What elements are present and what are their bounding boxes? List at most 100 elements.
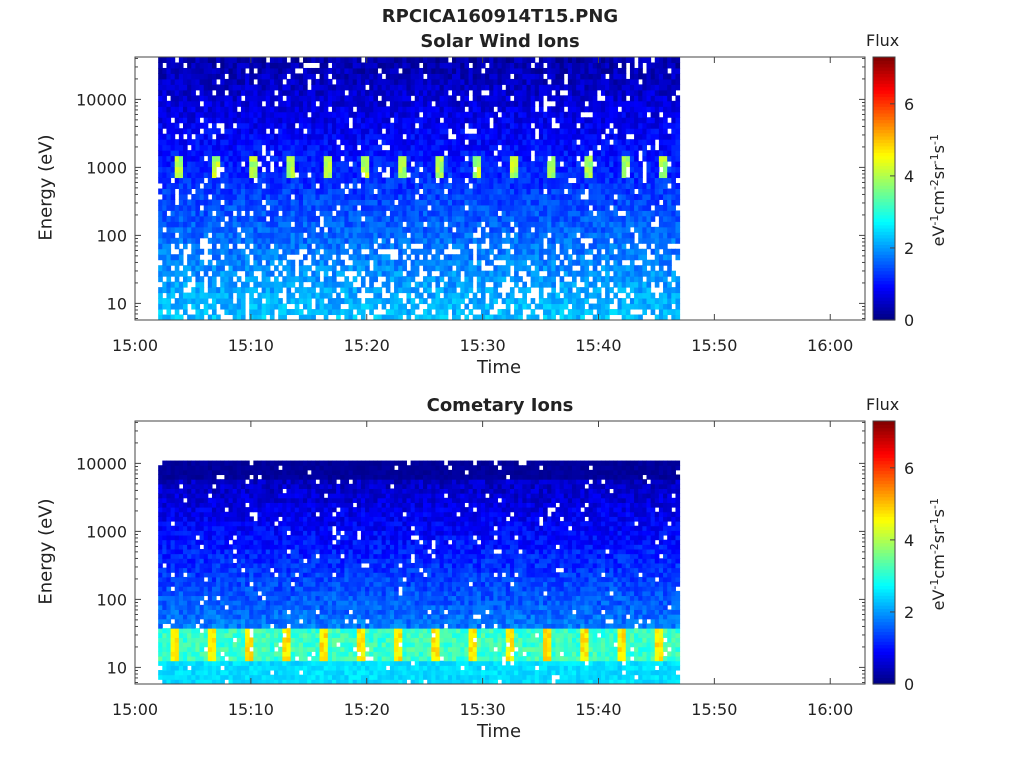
heatmap-cell xyxy=(174,150,180,157)
heatmap-cell xyxy=(605,62,610,69)
heatmap-cell xyxy=(447,221,453,228)
heatmap-cell xyxy=(298,144,304,151)
heatmap-cell xyxy=(340,309,345,316)
heatmap-cell xyxy=(443,172,449,179)
heatmap-cell xyxy=(485,309,490,316)
heatmap-cell xyxy=(269,254,275,261)
heatmap-cell xyxy=(282,199,287,206)
heatmap-cell xyxy=(423,155,428,162)
heatmap-cell xyxy=(232,270,238,277)
heatmap-cell xyxy=(518,287,523,294)
heatmap-cell xyxy=(195,259,201,266)
heatmap-cell xyxy=(307,95,312,102)
heatmap-cell xyxy=(220,281,225,288)
heatmap-cell xyxy=(170,111,176,118)
heatmap-cell xyxy=(596,177,602,184)
heatmap-cell xyxy=(298,128,304,135)
heatmap-cell xyxy=(609,254,614,261)
heatmap-cell xyxy=(398,62,403,69)
heatmap-cell xyxy=(336,199,341,206)
heatmap-cell xyxy=(327,287,333,294)
heatmap-cell xyxy=(609,287,614,294)
heatmap-cell xyxy=(538,95,544,102)
heatmap-cell xyxy=(158,73,163,80)
heatmap-cell xyxy=(534,172,540,179)
heatmap-cell xyxy=(609,133,614,140)
heatmap-cell xyxy=(501,177,507,184)
heatmap-cell xyxy=(600,62,606,69)
heatmap-cell xyxy=(340,89,345,96)
heatmap-cell xyxy=(394,57,399,63)
heatmap-cell xyxy=(199,210,205,217)
heatmap-cell xyxy=(402,232,407,239)
heatmap-cell xyxy=(311,314,316,321)
heatmap-cell xyxy=(274,111,279,118)
heatmap-cell xyxy=(650,303,656,310)
heatmap-cell xyxy=(452,73,457,80)
heatmap-cell xyxy=(307,303,312,310)
heatmap-cell xyxy=(650,298,656,305)
heatmap-cell xyxy=(472,57,478,63)
heatmap-cell xyxy=(625,309,631,316)
heatmap-cell xyxy=(418,155,424,162)
heatmap-cell xyxy=(327,95,333,102)
heatmap-cell xyxy=(497,177,503,184)
heatmap-cell xyxy=(331,73,337,80)
heatmap-cell xyxy=(576,287,581,294)
heatmap-cell xyxy=(613,166,619,173)
heatmap-cell xyxy=(278,155,283,162)
heatmap-cell xyxy=(493,292,499,299)
heatmap-cell xyxy=(389,133,395,140)
heatmap-cell xyxy=(174,117,180,124)
heatmap-cell xyxy=(269,62,275,69)
heatmap-cell xyxy=(278,204,283,211)
heatmap-cell xyxy=(274,193,279,200)
heatmap-cell xyxy=(195,100,201,107)
heatmap-cell xyxy=(394,177,399,184)
heatmap-cell xyxy=(634,95,639,102)
heatmap-cell xyxy=(418,292,424,299)
heatmap-cell xyxy=(435,144,441,151)
heatmap-cell xyxy=(497,254,503,261)
heatmap-cell xyxy=(634,128,639,135)
heatmap-cell xyxy=(315,248,321,255)
heatmap-cell xyxy=(394,287,399,294)
heatmap-cell xyxy=(249,117,254,124)
heatmap-cell xyxy=(211,155,217,162)
heatmap-cell xyxy=(406,95,412,102)
heatmap-cell xyxy=(460,57,465,63)
heatmap-cell xyxy=(530,89,536,96)
heatmap-cell xyxy=(352,183,358,189)
heatmap-cell xyxy=(514,232,519,239)
heatmap-cell xyxy=(199,62,205,69)
heatmap-cell xyxy=(236,309,242,316)
heatmap-cell xyxy=(269,248,275,255)
heatmap-cell xyxy=(464,183,470,189)
heatmap-cell xyxy=(567,199,573,206)
heatmap-cell xyxy=(638,215,643,222)
heatmap-cell xyxy=(596,139,602,146)
heatmap-cell xyxy=(187,314,192,321)
heatmap-cell xyxy=(605,111,610,118)
heatmap-cell xyxy=(563,161,569,168)
heatmap-cell xyxy=(464,89,470,96)
heatmap-cell xyxy=(278,243,283,250)
heatmap-cell xyxy=(406,188,412,195)
heatmap-cell xyxy=(352,243,358,250)
heatmap-cell xyxy=(476,243,482,250)
heatmap-cell xyxy=(613,111,619,118)
heatmap-cell xyxy=(480,281,486,288)
heatmap-cell xyxy=(522,259,527,266)
heatmap-cell xyxy=(427,139,432,146)
heatmap-cell xyxy=(303,100,308,107)
heatmap-cell xyxy=(596,237,602,244)
heatmap-cell xyxy=(418,248,424,255)
heatmap-cell xyxy=(340,67,345,74)
heatmap-cell xyxy=(418,95,424,102)
heatmap-cell xyxy=(236,155,242,162)
heatmap-cell xyxy=(592,276,598,283)
heatmap-cell xyxy=(323,309,329,316)
heatmap-cell xyxy=(348,67,354,74)
heatmap-cell xyxy=(629,188,635,195)
heatmap-cell xyxy=(253,166,258,173)
